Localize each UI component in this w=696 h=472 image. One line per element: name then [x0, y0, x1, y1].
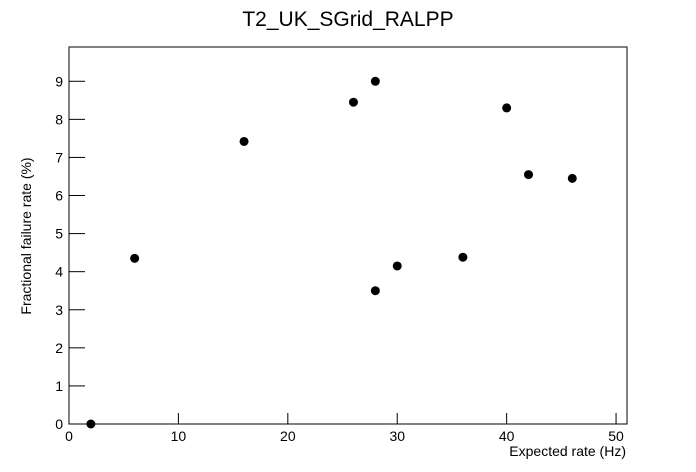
y-tick-label: 7 [55, 149, 63, 165]
y-tick-label: 2 [55, 340, 63, 356]
point [370, 76, 380, 86]
y-tick-label: 6 [55, 188, 63, 204]
point [502, 103, 512, 113]
x-tick-label: 50 [608, 428, 624, 444]
point [524, 170, 534, 180]
y-tick-label: 1 [55, 378, 63, 394]
x-tick-label: 30 [389, 428, 405, 444]
point [86, 419, 96, 429]
point [130, 253, 140, 263]
x-tick-label: 10 [171, 428, 187, 444]
x-tick-label: 40 [499, 428, 515, 444]
point [567, 173, 577, 183]
y-tick-label: 3 [55, 302, 63, 318]
y-tick-label: 8 [55, 111, 63, 127]
y-axis-label: Fractional failure rate (%) [18, 157, 34, 314]
y-tick-label: 5 [55, 226, 63, 242]
x-axis-label: Expected rate (Hz) [509, 443, 626, 459]
chart-title: T2_UK_SGrid_RALPP [242, 8, 453, 31]
point [348, 97, 358, 107]
point [458, 252, 468, 262]
x-tick-label: 0 [65, 428, 73, 444]
x-tick-label: 20 [280, 428, 296, 444]
plot-frame [68, 46, 628, 425]
y-tick-label: 9 [55, 73, 63, 89]
y-tick-label: 0 [55, 416, 63, 432]
point [239, 136, 249, 146]
y-tick-label: 4 [55, 264, 63, 280]
point [370, 286, 380, 296]
point [392, 261, 402, 271]
